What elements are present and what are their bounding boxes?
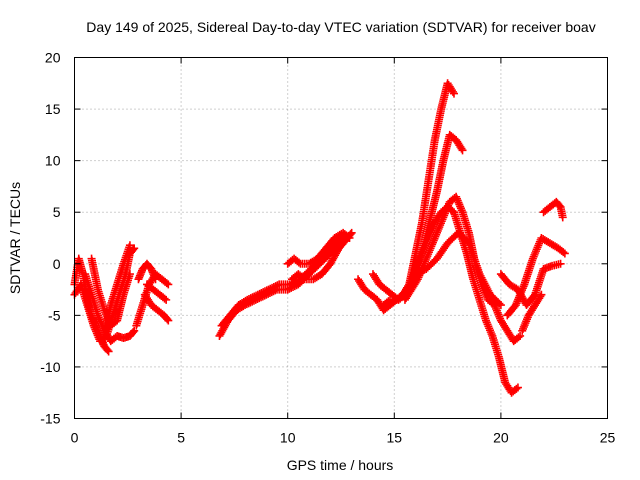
data-point bbox=[560, 249, 569, 258]
data-point bbox=[129, 328, 138, 337]
data-point bbox=[513, 383, 522, 392]
data-point bbox=[449, 89, 458, 98]
data-point bbox=[347, 228, 356, 237]
series-arc-2d bbox=[287, 228, 356, 284]
series-arc-4c bbox=[518, 290, 546, 335]
y-axis-label: SDTVAR / TECUs bbox=[7, 182, 23, 294]
x-axis-label: GPS time / hours bbox=[287, 457, 394, 473]
x-tick-label: 15 bbox=[387, 430, 403, 446]
plot-frame bbox=[74, 57, 608, 419]
series-arc-1h bbox=[140, 290, 173, 325]
x-tick-label: 25 bbox=[600, 430, 616, 446]
data-point bbox=[125, 241, 134, 250]
grid-lines bbox=[74, 57, 608, 419]
x-tick-label: 5 bbox=[177, 430, 185, 446]
data-point bbox=[537, 290, 546, 299]
series-arc-2c bbox=[283, 228, 354, 268]
x-tick-label: 20 bbox=[493, 430, 509, 446]
data-point bbox=[163, 315, 172, 324]
data-point bbox=[516, 331, 525, 340]
y-tick-label: 20 bbox=[45, 50, 61, 66]
y-tick-label: -15 bbox=[40, 411, 60, 427]
series-arc-3e bbox=[411, 228, 505, 310]
data-point bbox=[164, 280, 173, 289]
data-point bbox=[130, 244, 139, 253]
data-point bbox=[346, 230, 355, 239]
y-axis-ticks: -15 -10 -5 0 5 10 15 20 bbox=[40, 50, 608, 427]
data-point bbox=[458, 146, 467, 155]
chart-title: Day 149 of 2025, Sidereal Day-to-day VTE… bbox=[86, 19, 595, 35]
y-tick-label: 10 bbox=[45, 153, 61, 169]
data-point bbox=[130, 326, 139, 335]
series-arc-1g bbox=[134, 259, 160, 284]
x-axis-ticks: 0 5 10 15 20 25 bbox=[71, 57, 616, 446]
x-tick-label: 10 bbox=[280, 430, 296, 446]
series-arc-1d bbox=[87, 254, 134, 330]
data-point bbox=[104, 347, 113, 356]
series-arc-4d bbox=[539, 197, 567, 222]
series-arc-3a bbox=[354, 79, 458, 315]
y-tick-label: -5 bbox=[48, 307, 61, 323]
y-tick-label: 0 bbox=[53, 256, 61, 272]
data-point bbox=[496, 301, 505, 310]
data-point bbox=[556, 259, 565, 268]
data-point bbox=[125, 270, 134, 279]
y-tick-label: -10 bbox=[40, 359, 60, 375]
series-arc-4b bbox=[503, 234, 569, 320]
data-point bbox=[162, 295, 171, 304]
data-points bbox=[70, 79, 569, 397]
y-tick-label: 15 bbox=[45, 101, 61, 117]
data-point bbox=[558, 213, 567, 222]
data-point bbox=[151, 275, 160, 284]
data-point bbox=[164, 316, 173, 325]
x-tick-label: 0 bbox=[71, 430, 79, 446]
y-tick-label: 5 bbox=[53, 204, 61, 220]
data-point bbox=[103, 346, 112, 355]
series-arc-1e bbox=[100, 241, 134, 335]
series-arc-1i bbox=[142, 280, 171, 304]
